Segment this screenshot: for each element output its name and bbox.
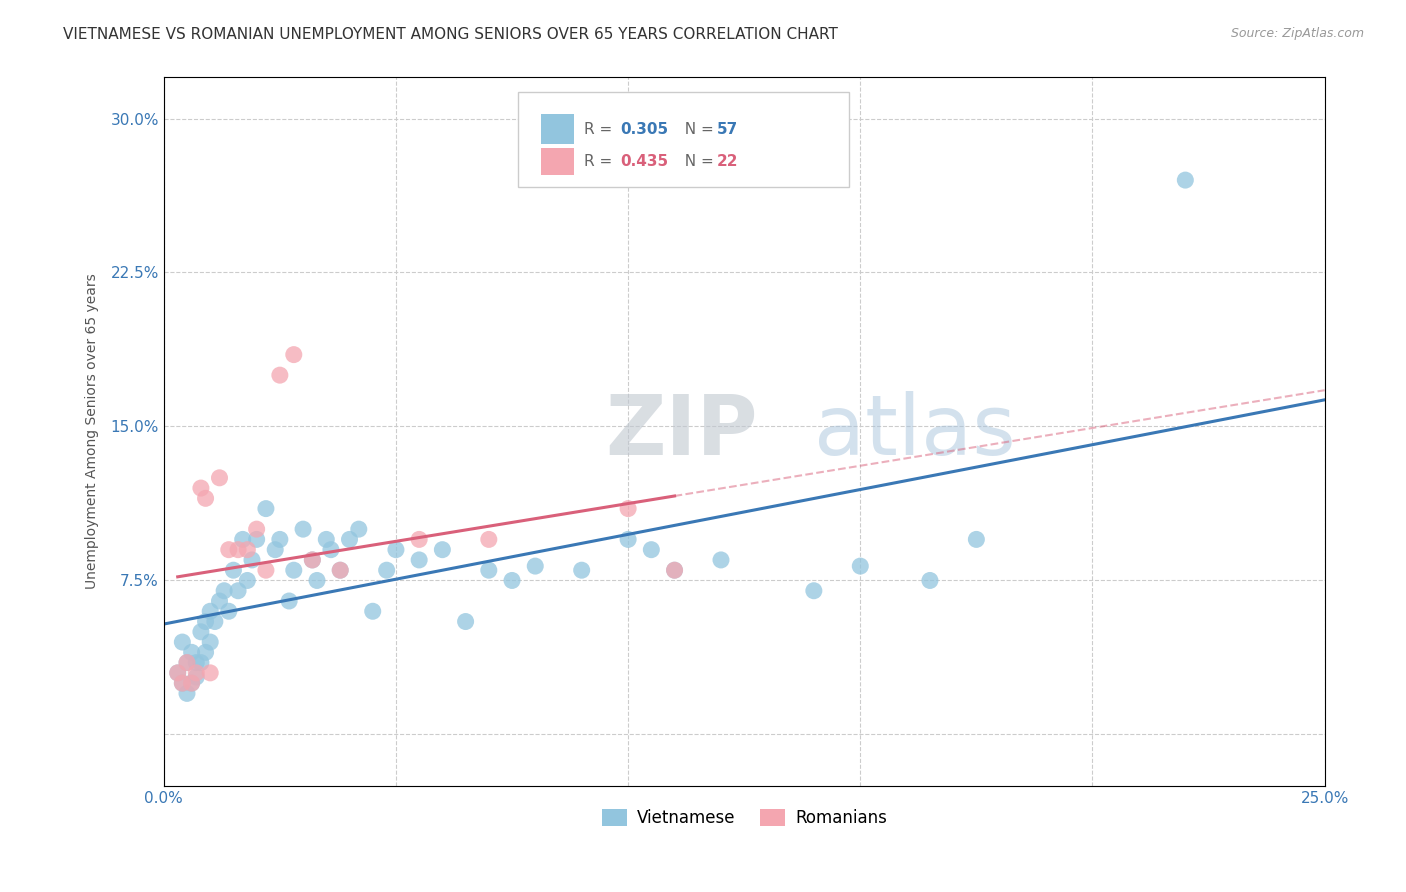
Point bbox=[918, 574, 941, 588]
Point bbox=[524, 559, 547, 574]
Text: atlas: atlas bbox=[814, 391, 1015, 472]
Point bbox=[315, 533, 337, 547]
Point bbox=[339, 533, 361, 547]
Point bbox=[329, 563, 352, 577]
Text: N =: N = bbox=[675, 154, 718, 169]
Text: VIETNAMESE VS ROMANIAN UNEMPLOYMENT AMONG SENIORS OVER 65 YEARS CORRELATION CHAR: VIETNAMESE VS ROMANIAN UNEMPLOYMENT AMON… bbox=[63, 27, 838, 42]
Point bbox=[194, 615, 217, 629]
Text: 0.435: 0.435 bbox=[620, 154, 668, 169]
Point bbox=[269, 533, 291, 547]
Point bbox=[408, 533, 430, 547]
Point bbox=[208, 594, 231, 608]
Point bbox=[200, 635, 222, 649]
Point bbox=[222, 563, 245, 577]
Point bbox=[617, 533, 640, 547]
Point bbox=[208, 471, 231, 485]
Point bbox=[292, 522, 315, 536]
Point bbox=[218, 604, 240, 618]
FancyBboxPatch shape bbox=[517, 92, 849, 187]
Point bbox=[571, 563, 593, 577]
Text: N =: N = bbox=[675, 121, 718, 136]
Point bbox=[269, 368, 291, 383]
Point bbox=[232, 533, 254, 547]
Point bbox=[965, 533, 987, 547]
Point bbox=[194, 491, 217, 506]
Point bbox=[236, 574, 259, 588]
Point bbox=[283, 348, 305, 362]
Point bbox=[664, 563, 686, 577]
Point bbox=[301, 553, 323, 567]
Text: 22: 22 bbox=[716, 154, 738, 169]
Point bbox=[186, 665, 208, 680]
Point bbox=[246, 533, 269, 547]
Point bbox=[172, 635, 194, 649]
Point bbox=[212, 583, 235, 598]
Point bbox=[254, 501, 277, 516]
Point bbox=[432, 542, 454, 557]
Point bbox=[180, 676, 202, 690]
Point bbox=[305, 574, 328, 588]
Point bbox=[640, 542, 662, 557]
Text: 0.305: 0.305 bbox=[620, 121, 668, 136]
Point bbox=[166, 665, 188, 680]
Point bbox=[385, 542, 408, 557]
Point bbox=[186, 670, 208, 684]
Point bbox=[1174, 173, 1197, 187]
Point bbox=[190, 656, 212, 670]
Point bbox=[375, 563, 398, 577]
Text: R =: R = bbox=[583, 154, 617, 169]
Point bbox=[501, 574, 523, 588]
Point bbox=[176, 686, 198, 700]
Point bbox=[172, 676, 194, 690]
Point bbox=[200, 665, 222, 680]
FancyBboxPatch shape bbox=[541, 114, 574, 144]
Point bbox=[240, 553, 263, 567]
Y-axis label: Unemployment Among Seniors over 65 years: Unemployment Among Seniors over 65 years bbox=[86, 274, 100, 590]
Point bbox=[190, 624, 212, 639]
Point bbox=[803, 583, 825, 598]
Point bbox=[849, 559, 872, 574]
Point bbox=[246, 522, 269, 536]
Point bbox=[226, 583, 249, 598]
Point bbox=[264, 542, 287, 557]
Point bbox=[172, 676, 194, 690]
Point bbox=[617, 501, 640, 516]
Point bbox=[301, 553, 323, 567]
Point bbox=[408, 553, 430, 567]
Point bbox=[347, 522, 370, 536]
Point bbox=[454, 615, 477, 629]
Point bbox=[710, 553, 733, 567]
Point bbox=[278, 594, 301, 608]
Point bbox=[226, 542, 249, 557]
Text: 57: 57 bbox=[716, 121, 738, 136]
Point bbox=[180, 676, 202, 690]
Point bbox=[204, 615, 226, 629]
FancyBboxPatch shape bbox=[541, 148, 574, 175]
Point bbox=[361, 604, 384, 618]
Text: R =: R = bbox=[583, 121, 617, 136]
Text: ZIP: ZIP bbox=[605, 391, 758, 472]
Point bbox=[180, 645, 202, 659]
Point bbox=[166, 665, 188, 680]
Point bbox=[200, 604, 222, 618]
Point bbox=[478, 563, 501, 577]
Point bbox=[218, 542, 240, 557]
Legend: Vietnamese, Romanians: Vietnamese, Romanians bbox=[595, 803, 894, 834]
Point bbox=[194, 645, 217, 659]
Point bbox=[319, 542, 342, 557]
Point bbox=[664, 563, 686, 577]
Point bbox=[186, 656, 208, 670]
Point bbox=[176, 656, 198, 670]
Point bbox=[176, 656, 198, 670]
Point bbox=[254, 563, 277, 577]
Point bbox=[478, 533, 501, 547]
Point bbox=[329, 563, 352, 577]
Point bbox=[190, 481, 212, 495]
Text: Source: ZipAtlas.com: Source: ZipAtlas.com bbox=[1230, 27, 1364, 40]
Point bbox=[283, 563, 305, 577]
Point bbox=[236, 542, 259, 557]
